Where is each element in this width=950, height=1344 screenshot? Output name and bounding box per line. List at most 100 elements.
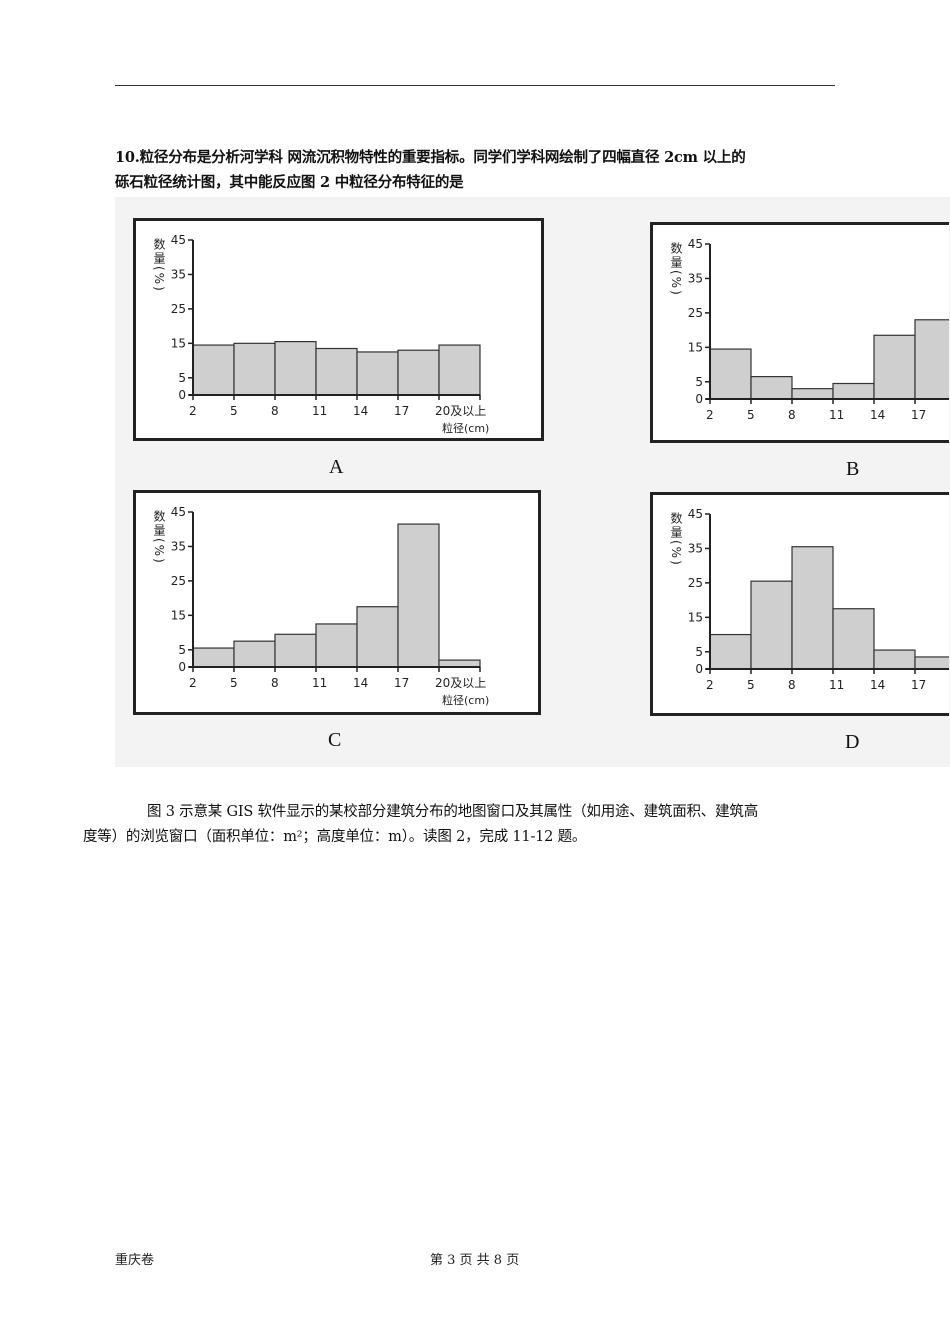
y-tick-label: 5 xyxy=(178,371,186,385)
y-tick-label: 45 xyxy=(171,505,186,519)
x-tick-label: 5 xyxy=(230,676,238,690)
y-tick-label: 35 xyxy=(688,541,703,555)
x-tick-label: 11 xyxy=(829,678,844,692)
bar-14-17 xyxy=(873,649,916,670)
y-axis-label: 数量(%) xyxy=(669,241,683,297)
y-tick-label: 5 xyxy=(695,645,703,659)
y-tick-label: 25 xyxy=(688,576,703,590)
x-tick-label: 17 xyxy=(394,404,409,418)
footer-left: 重庆卷 xyxy=(115,1253,155,1268)
bar-8-11 xyxy=(274,633,317,668)
x-tick-label: 2 xyxy=(189,404,197,418)
x-tick-label: 8 xyxy=(788,678,796,692)
x-tick-label: 17 xyxy=(911,678,926,692)
x-tick-label: 20及以上 xyxy=(435,676,486,690)
bar-11-14 xyxy=(315,623,358,668)
header-rule xyxy=(115,85,835,86)
x-tick-label: 8 xyxy=(271,404,279,418)
x-tick-label: 14 xyxy=(353,404,368,418)
chart-c-label: C xyxy=(328,729,342,751)
y-tick-label: 45 xyxy=(688,237,703,251)
chart-a-label: A xyxy=(329,456,344,478)
bar-17-20 xyxy=(914,319,949,400)
chart-frame xyxy=(133,490,541,715)
bar-11-14 xyxy=(832,608,875,670)
bar-8-11 xyxy=(791,388,834,400)
intro-paragraph: 图 3 示意某 GIS 软件显示的某校部分建筑分布的地图窗口及其属性（如用途、建… xyxy=(83,800,837,850)
x-tick-label: 11 xyxy=(312,404,327,418)
x-tick-label: 14 xyxy=(870,678,885,692)
bar-2-5 xyxy=(709,348,752,400)
bar-2-5 xyxy=(192,344,235,396)
y-tick-label: 15 xyxy=(688,340,703,354)
x-tick-label: 8 xyxy=(271,676,279,690)
y-tick-label: 45 xyxy=(171,233,186,247)
chart-d-label: D xyxy=(845,731,860,753)
x-tick-label: 14 xyxy=(870,408,885,422)
bar-17-20 xyxy=(914,656,949,670)
x-tick-label: 17 xyxy=(911,408,926,422)
y-tick-label: 35 xyxy=(171,539,186,553)
bar-5-8 xyxy=(750,376,793,400)
bar-11-14 xyxy=(832,382,875,400)
x-tick-label: 8 xyxy=(788,408,796,422)
bar-17-20 xyxy=(397,523,440,668)
x-tick-label: 2 xyxy=(706,678,714,692)
question-10-line2: 砾石粒径统计图，其中能反应图 2 中粒径分布特征的是 xyxy=(115,174,464,191)
bar-20及以上 xyxy=(438,659,481,668)
bar-20及以上 xyxy=(438,344,481,396)
intro-line1: 图 3 示意某 GIS 软件显示的某校部分建筑分布的地图窗口及其属性（如用途、建… xyxy=(147,804,759,820)
y-tick-label: 0 xyxy=(695,662,703,676)
bar-2-5 xyxy=(709,633,752,670)
bar-8-11 xyxy=(791,546,834,670)
x-axis-label: 粒径(cm) xyxy=(442,693,489,707)
bar-5-8 xyxy=(233,640,276,668)
x-tick-label: 5 xyxy=(747,678,755,692)
footer-page-number: 第 3 页 共 8 页 xyxy=(430,1253,520,1268)
x-tick-label: 5 xyxy=(230,404,238,418)
bar-5-8 xyxy=(750,580,793,670)
bar-17-20 xyxy=(397,349,440,396)
y-tick-label: 45 xyxy=(688,507,703,521)
y-axis-label: 数量(%) xyxy=(152,237,166,293)
question-10: 10.粒径分布是分析河学科 网流沉积物特性的重要指标。同学们学科网绘制了四幅直径… xyxy=(115,145,837,195)
x-tick-label: 17 xyxy=(394,676,409,690)
bar-5-8 xyxy=(233,342,276,396)
y-tick-label: 15 xyxy=(171,608,186,622)
y-tick-label: 15 xyxy=(171,336,186,350)
chart-frame xyxy=(650,222,949,443)
y-axis-label: 数量(%) xyxy=(669,511,683,567)
y-tick-label: 15 xyxy=(688,610,703,624)
x-tick-label: 2 xyxy=(706,408,714,422)
y-tick-label: 25 xyxy=(688,306,703,320)
y-tick-label: 25 xyxy=(171,302,186,316)
bar-2-5 xyxy=(192,647,235,668)
bar-11-14 xyxy=(315,347,358,396)
bar-8-11 xyxy=(274,341,317,396)
y-tick-label: 0 xyxy=(178,660,186,674)
x-tick-label: 5 xyxy=(747,408,755,422)
y-tick-label: 35 xyxy=(688,271,703,285)
bar-14-17 xyxy=(356,351,399,396)
y-axis-label: 数量(%) xyxy=(152,509,166,565)
x-axis-label: 粒径(cm) xyxy=(442,421,489,435)
x-tick-label: 11 xyxy=(312,676,327,690)
bar-14-17 xyxy=(356,606,399,668)
y-tick-label: 0 xyxy=(695,392,703,406)
intro-line2: 度等）的浏览窗口（面积单位：m²；高度单位：m）。读图 2，完成 11-12 题… xyxy=(83,829,587,845)
y-tick-label: 5 xyxy=(178,643,186,657)
x-tick-label: 2 xyxy=(189,676,197,690)
x-tick-label: 14 xyxy=(353,676,368,690)
y-tick-label: 25 xyxy=(171,574,186,588)
bar-14-17 xyxy=(873,334,916,400)
question-10-line1: 10.粒径分布是分析河学科 网流沉积物特性的重要指标。同学们学科网绘制了四幅直径… xyxy=(115,149,746,166)
y-tick-label: 0 xyxy=(178,388,186,402)
chart-b-label: B xyxy=(846,458,860,480)
y-tick-label: 35 xyxy=(171,267,186,281)
x-tick-label: 20及以上 xyxy=(435,404,486,418)
chart-frame xyxy=(133,218,544,441)
